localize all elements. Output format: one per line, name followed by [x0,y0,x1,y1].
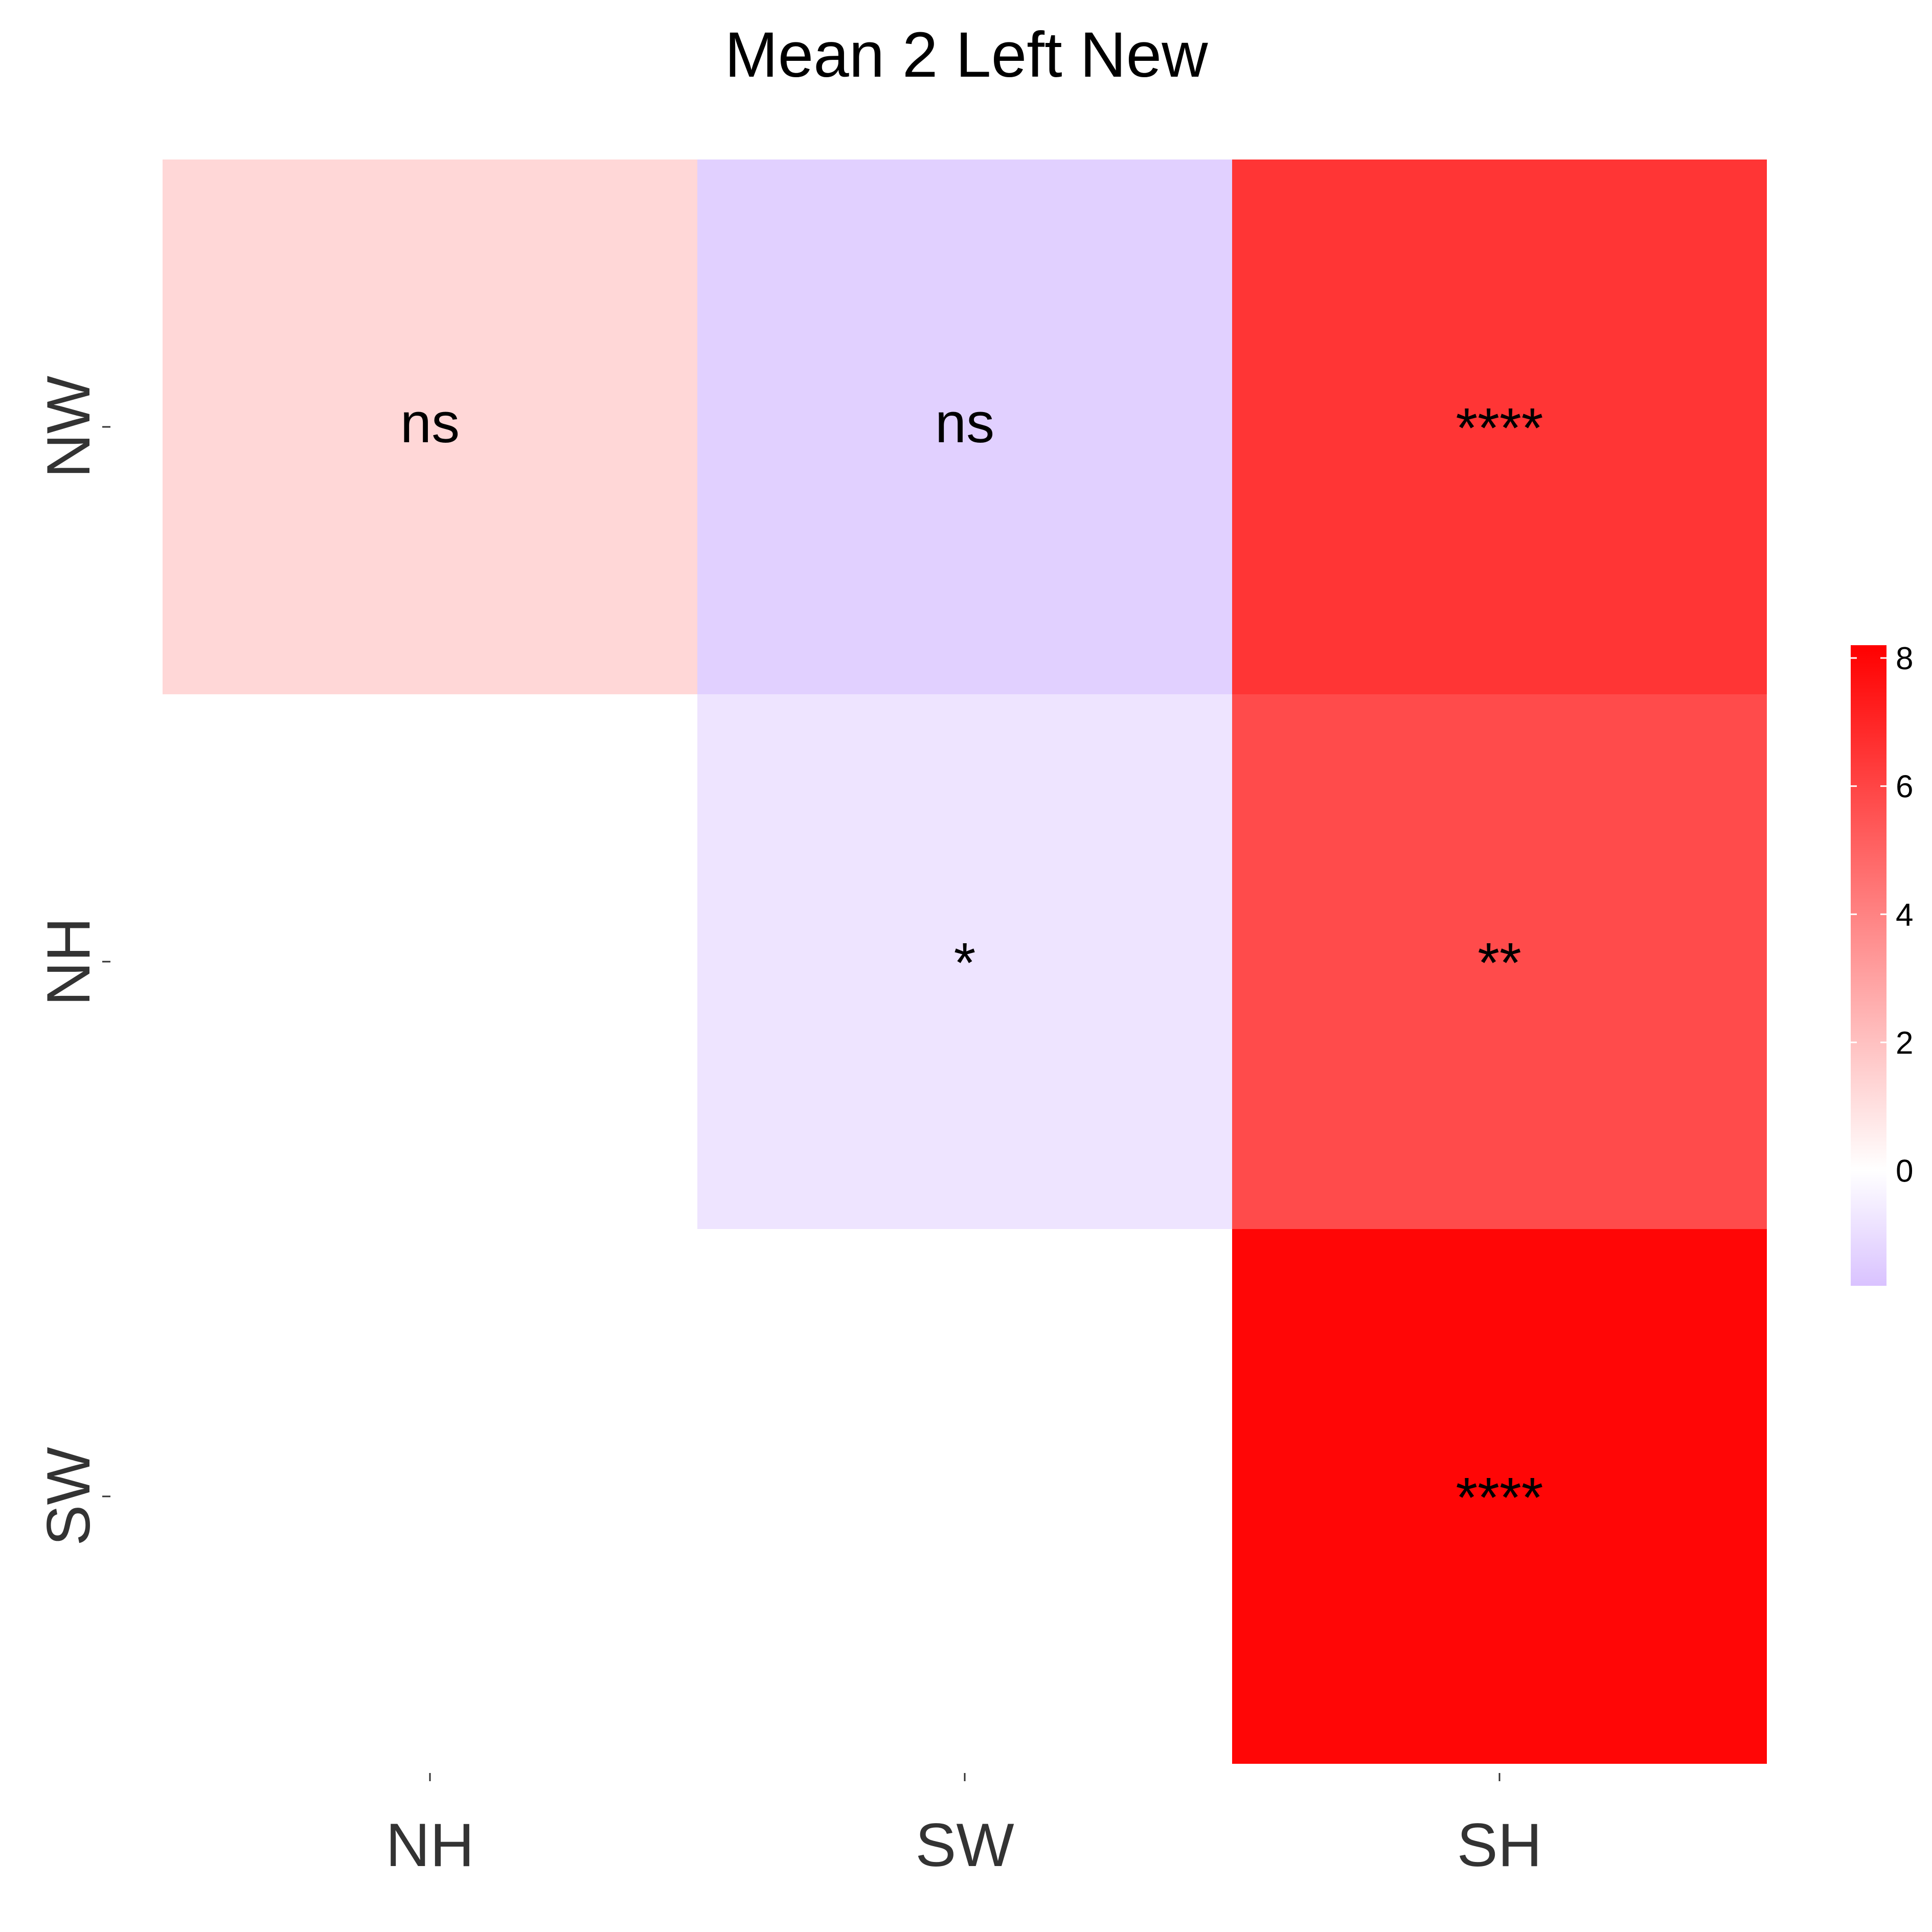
cell-significance-label: ns [400,392,460,454]
heatmap-cell-nw-sh [1232,160,1767,694]
colorbar-tick-label: 2 [1896,1026,1913,1061]
y-tick-label: NW [34,376,103,478]
cell-significance-label: ** [1478,931,1521,994]
cell-significance-label: * [954,931,976,994]
colorbar-gradient [1851,645,1886,1286]
heatmap-cell-nw-sw [697,160,1232,694]
heatmap-cell-nh-sw [697,694,1232,1229]
chart-title: Mean 2 Left New [725,19,1209,90]
colorbar-tick-label: 4 [1896,897,1913,933]
heatmap-cell-nh-sh [1232,694,1767,1229]
cell-significance-label: **** [1456,397,1543,460]
y-tick-label: SW [34,1447,103,1545]
heatmap-cells: ns ns ***** ****** [163,160,1767,1764]
x-tick-label: SW [915,1811,1014,1879]
x-tick-label: NH [385,1811,474,1879]
x-tick-label: SH [1457,1811,1542,1879]
heatmap-cell-sw-sh [1232,1229,1767,1764]
cell-significance-label: **** [1456,1466,1543,1529]
heatmap-axes: NH SW SH NW NH SW [34,376,1542,1879]
colorbar-tick-label: 0 [1896,1153,1913,1189]
colorbar-tick-label: 8 [1896,641,1913,676]
y-tick-label: NH [34,917,103,1006]
colorbar: 0 2 4 6 8 [1851,641,1913,1286]
cell-significance-label: ns [935,392,994,454]
heatmap-cell-nw-nh [163,160,697,694]
colorbar-tick-label: 6 [1896,769,1913,805]
